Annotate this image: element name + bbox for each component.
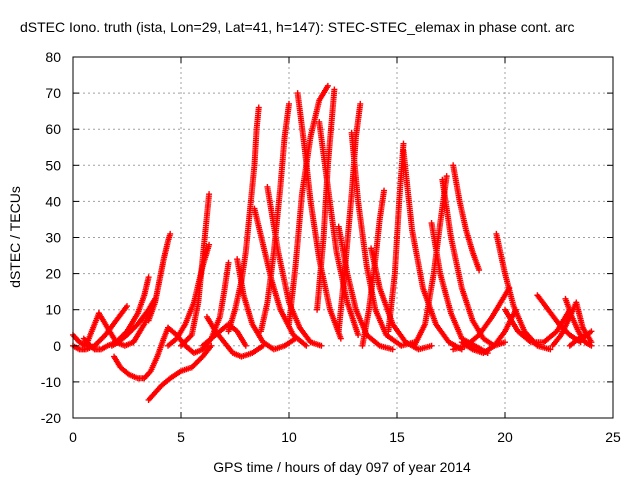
arc-series bbox=[286, 82, 331, 328]
data-point bbox=[355, 331, 362, 338]
data-point bbox=[167, 230, 174, 237]
data-point bbox=[502, 339, 508, 346]
arc-series bbox=[225, 104, 262, 335]
x-tick-label: 20 bbox=[497, 429, 513, 445]
y-tick-label: 10 bbox=[45, 302, 61, 318]
arc-series bbox=[199, 259, 232, 353]
arc-series bbox=[439, 176, 508, 349]
data-point bbox=[225, 259, 232, 266]
data-point bbox=[206, 191, 213, 198]
data-series bbox=[70, 82, 595, 403]
data-point bbox=[381, 187, 388, 194]
arc-series bbox=[385, 140, 407, 335]
y-tick-label: 70 bbox=[45, 85, 61, 101]
arc-series bbox=[359, 187, 388, 349]
arc-series bbox=[178, 191, 213, 349]
data-point bbox=[324, 82, 331, 89]
y-tick-label: 50 bbox=[45, 157, 61, 173]
x-tick-label: 5 bbox=[177, 429, 185, 445]
arc-series bbox=[400, 147, 465, 353]
x-axis-label: GPS time / hours of day 097 of year 2014 bbox=[213, 459, 471, 475]
axis-ticks: 0 5 10 15 20 25 -20 -10 0 10 20 30 40 50 60 70 80 bbox=[41, 49, 621, 445]
data-point bbox=[337, 335, 344, 342]
arc-series bbox=[316, 118, 362, 338]
y-tick-label: 80 bbox=[45, 49, 61, 65]
data-point bbox=[124, 303, 130, 310]
arc-series bbox=[335, 223, 396, 353]
data-point bbox=[389, 346, 396, 353]
data-point bbox=[476, 266, 483, 273]
data-point bbox=[331, 86, 338, 93]
y-tick-label: 30 bbox=[45, 230, 61, 246]
arc-series bbox=[562, 295, 595, 349]
data-point bbox=[255, 104, 262, 111]
arc-series bbox=[234, 256, 299, 353]
y-tick-label: 60 bbox=[45, 121, 61, 137]
arc-series bbox=[450, 162, 483, 273]
arc-series bbox=[566, 328, 595, 349]
data-point bbox=[428, 342, 435, 349]
x-tick-label: 15 bbox=[389, 429, 405, 445]
arc-series bbox=[203, 313, 267, 360]
data-point bbox=[357, 100, 364, 107]
y-tick-label: 20 bbox=[45, 266, 61, 282]
data-point bbox=[286, 100, 292, 107]
data-point bbox=[208, 342, 215, 349]
y-tick-label: 0 bbox=[53, 338, 61, 354]
arc-series bbox=[450, 285, 513, 353]
data-point bbox=[443, 173, 450, 180]
data-point bbox=[303, 342, 310, 349]
data-point bbox=[400, 140, 407, 147]
data-point bbox=[145, 274, 152, 281]
arc-series bbox=[108, 295, 159, 349]
chart-title: dSTEC Iono. truth (ista, Lon=29, Lat=41,… bbox=[20, 19, 574, 35]
x-tick-label: 25 bbox=[605, 429, 621, 445]
data-point bbox=[547, 346, 554, 353]
data-point bbox=[588, 328, 595, 335]
data-point bbox=[588, 342, 595, 349]
data-point bbox=[206, 241, 213, 248]
arc-series bbox=[502, 306, 573, 346]
y-axis-label: dSTEC / TECUs bbox=[7, 186, 23, 288]
y-tick-label: -20 bbox=[41, 410, 61, 426]
x-tick-label: 0 bbox=[69, 429, 77, 445]
data-point bbox=[318, 342, 325, 349]
arc-series bbox=[145, 230, 174, 324]
y-tick-label: 40 bbox=[45, 193, 61, 209]
data-point bbox=[242, 342, 249, 349]
arc-series bbox=[145, 342, 215, 403]
x-tick-label: 10 bbox=[281, 429, 297, 445]
y-tick-label: -10 bbox=[41, 374, 61, 390]
